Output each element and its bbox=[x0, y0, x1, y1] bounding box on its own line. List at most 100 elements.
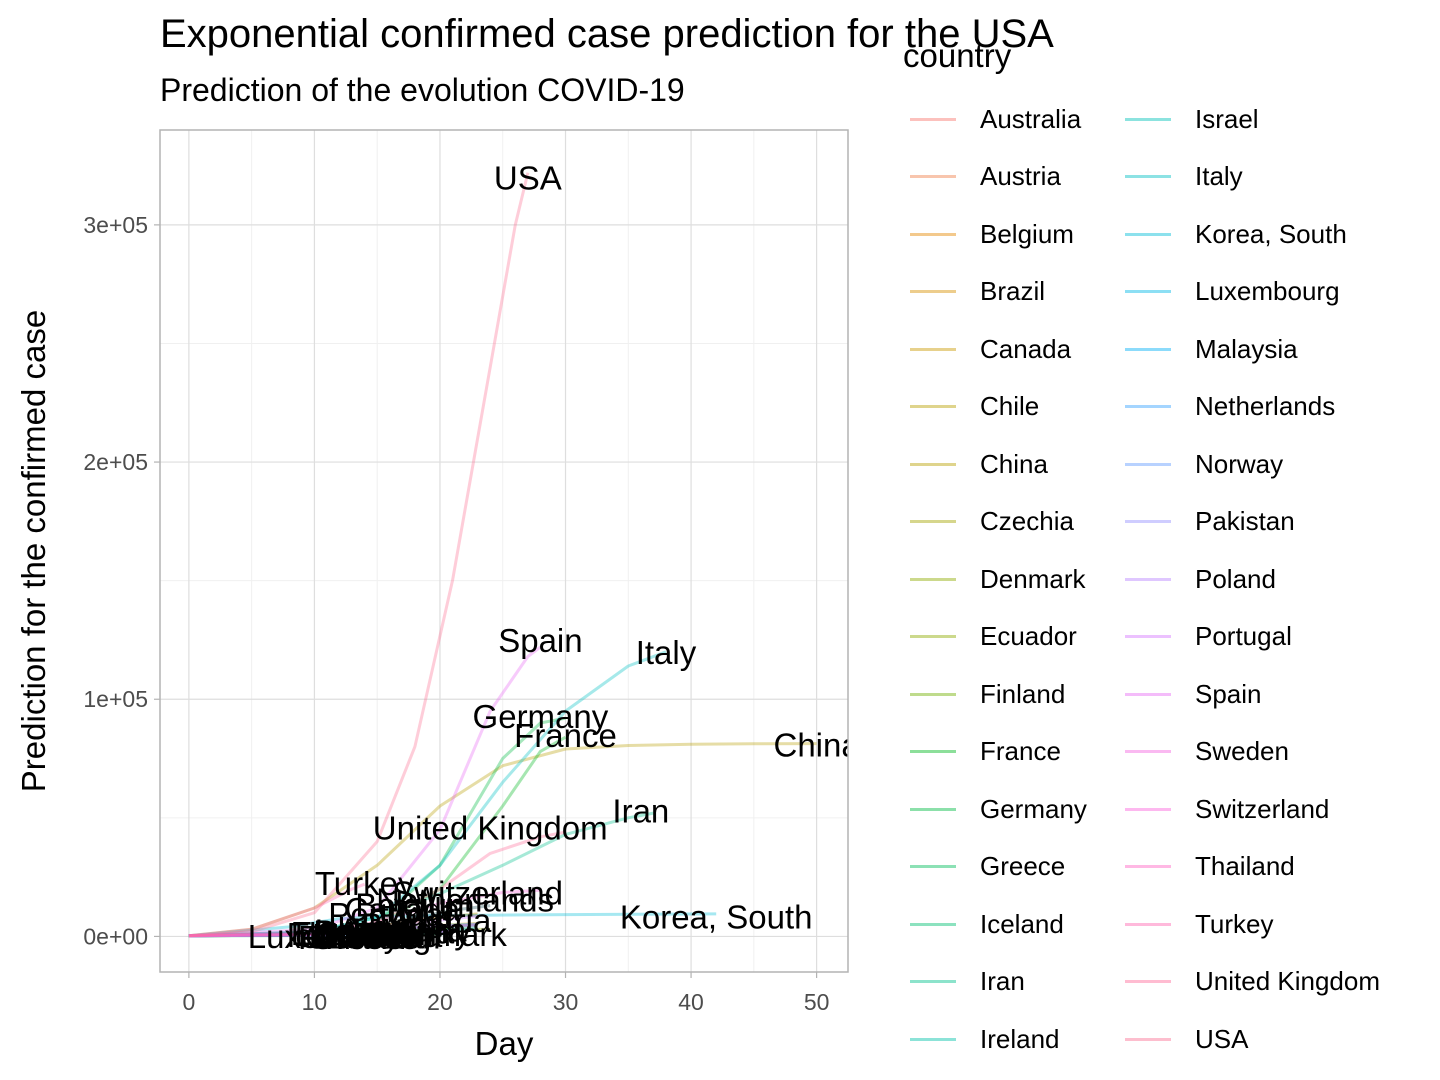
y-axis-title: Prediction for the confirmed case bbox=[15, 310, 52, 792]
series-line bbox=[188, 927, 491, 938]
series-line bbox=[188, 921, 478, 938]
series-line bbox=[188, 830, 566, 938]
legend-item: Iceland bbox=[910, 909, 1064, 939]
legend-label: Canada bbox=[980, 333, 1072, 364]
series-label: Iran bbox=[612, 793, 669, 830]
series-line bbox=[188, 735, 567, 938]
legend-item: Ireland bbox=[910, 1024, 1060, 1054]
chart-subtitle: Prediction of the evolution COVID-19 bbox=[160, 72, 685, 108]
legend-label: Sweden bbox=[1195, 736, 1289, 766]
legend-key bbox=[910, 520, 956, 523]
legend-key bbox=[1125, 922, 1171, 926]
series-label: China bbox=[773, 726, 860, 763]
legend-key bbox=[910, 175, 956, 178]
legend-item: Canada bbox=[910, 334, 1071, 364]
legend-item: Turkey bbox=[1125, 909, 1274, 939]
legend-label: Korea, South bbox=[1195, 218, 1347, 249]
legend-item: Germany bbox=[910, 794, 1087, 824]
legend-key bbox=[910, 462, 956, 466]
series-line bbox=[188, 172, 530, 938]
series-label: Greece bbox=[311, 919, 419, 956]
legend-key bbox=[1125, 405, 1171, 408]
legend-item: Greece bbox=[910, 851, 1066, 882]
chart-title: Exponential confirmed case prediction fo… bbox=[160, 12, 1054, 56]
legend-label: Finland bbox=[980, 678, 1066, 709]
series-line bbox=[188, 923, 478, 938]
series-label: Malaysia bbox=[312, 917, 443, 954]
series-line bbox=[188, 932, 453, 938]
x-tick-label: 40 bbox=[678, 989, 704, 1015]
legend-label: Greece bbox=[980, 851, 1066, 881]
legend-item: Thailand bbox=[1125, 851, 1295, 882]
series-line bbox=[188, 930, 453, 938]
series-label: Germany bbox=[473, 698, 609, 735]
series-line bbox=[188, 904, 491, 938]
legend-label: Belgium bbox=[980, 218, 1074, 249]
legend-label: Switzerland bbox=[1195, 793, 1330, 824]
legend-label: China bbox=[980, 448, 1048, 479]
series-label: Iceland bbox=[286, 917, 392, 954]
legend-label: USA bbox=[1195, 1023, 1249, 1054]
legend-item: Poland bbox=[1125, 564, 1276, 594]
series-label: Thailand bbox=[289, 916, 416, 953]
series-line bbox=[188, 925, 478, 938]
legend-item: Israel bbox=[1125, 104, 1259, 134]
y-tick-label: 1e+05 bbox=[83, 686, 148, 712]
legend-key bbox=[1125, 750, 1171, 753]
legend-label: Australia bbox=[980, 103, 1082, 134]
legend-item: China bbox=[910, 449, 1048, 479]
series-label: Turkey bbox=[315, 865, 415, 902]
legend-label: Luxembourg bbox=[1195, 276, 1340, 306]
series-label: Czechia bbox=[305, 918, 425, 955]
legend-item: USA bbox=[1125, 1024, 1248, 1054]
legend-item: Belgium bbox=[910, 219, 1074, 249]
x-tick-label: 10 bbox=[302, 989, 328, 1015]
legend-label: Denmark bbox=[980, 563, 1086, 594]
legend-label: Turkey bbox=[1195, 908, 1274, 939]
legend-item: Iran bbox=[910, 966, 1025, 997]
legend-item: Portugal bbox=[1125, 621, 1292, 652]
series-label: USA bbox=[494, 159, 562, 196]
legend-item: Brazil bbox=[910, 276, 1046, 307]
legend-label: Germany bbox=[980, 793, 1087, 824]
x-tick-label: 30 bbox=[553, 989, 579, 1015]
series-label: Poland bbox=[313, 914, 416, 951]
series-line bbox=[188, 716, 566, 938]
series-line bbox=[188, 912, 478, 938]
series-line bbox=[188, 914, 478, 938]
series-label: Spain bbox=[498, 622, 582, 659]
legend-item: France bbox=[910, 736, 1061, 767]
legend-label: Iceland bbox=[980, 908, 1064, 939]
legend-key bbox=[910, 980, 956, 983]
legend-label: Austria bbox=[980, 161, 1061, 191]
series-label: Italy bbox=[636, 634, 697, 671]
series-label: Chile bbox=[314, 917, 389, 954]
legend-key bbox=[910, 117, 956, 121]
series-line bbox=[188, 882, 366, 938]
y-tick-label: 0e+00 bbox=[83, 923, 148, 949]
series-line bbox=[188, 929, 453, 938]
series-label: Finland bbox=[298, 919, 406, 956]
legend-item: Switzerland bbox=[1125, 794, 1329, 824]
legend-label: Czechia bbox=[980, 506, 1074, 536]
legend-key bbox=[910, 750, 956, 753]
series-label: Australia bbox=[338, 911, 467, 948]
legend-label: Portugal bbox=[1195, 621, 1292, 651]
legend-label: Brazil bbox=[980, 276, 1046, 306]
legend-label: Malaysia bbox=[1195, 333, 1298, 364]
series-label: Sweden bbox=[318, 915, 437, 952]
series-label: Ireland bbox=[314, 912, 415, 949]
legend-key bbox=[1125, 520, 1171, 523]
series-line bbox=[188, 928, 453, 938]
legend-item: Finland bbox=[910, 679, 1065, 709]
legend-key bbox=[910, 692, 956, 696]
series-line bbox=[188, 926, 453, 938]
legend-item: Sweden bbox=[1125, 736, 1289, 767]
legend-key bbox=[1125, 462, 1171, 466]
legend-key bbox=[910, 807, 956, 811]
legend-label: Ecuador bbox=[980, 621, 1077, 651]
legend-key bbox=[1125, 117, 1171, 121]
legend-key bbox=[910, 922, 956, 926]
y-tick-label: 2e+05 bbox=[83, 449, 148, 475]
legend-label: United Kingdom bbox=[1195, 966, 1380, 996]
